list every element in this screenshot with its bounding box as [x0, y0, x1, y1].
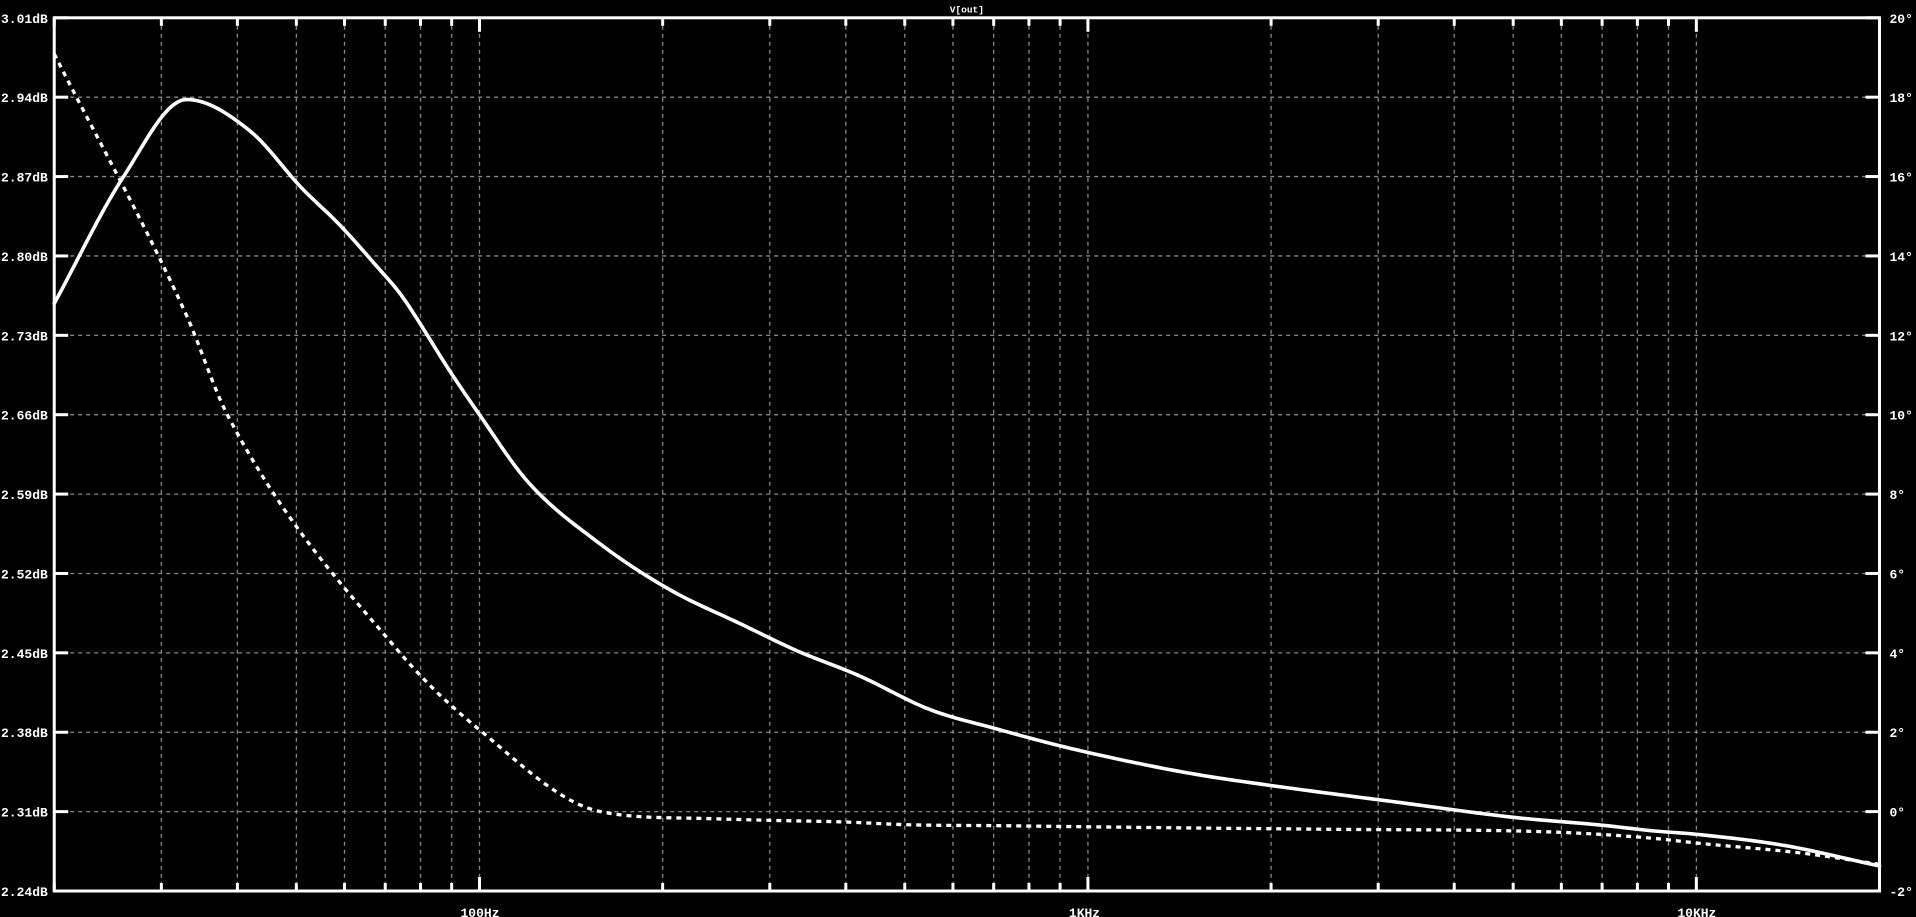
svg-text:10°: 10°	[1890, 409, 1913, 424]
svg-text:2.73dB: 2.73dB	[1, 329, 48, 344]
svg-text:12°: 12°	[1890, 329, 1913, 344]
svg-text:18°: 18°	[1890, 91, 1913, 106]
svg-text:20°: 20°	[1890, 12, 1913, 27]
svg-text:14°: 14°	[1890, 250, 1913, 265]
svg-text:1KHz: 1KHz	[1069, 906, 1100, 917]
svg-text:2.66dB: 2.66dB	[1, 409, 48, 424]
svg-text:0°: 0°	[1890, 806, 1906, 821]
svg-text:100Hz: 100Hz	[461, 906, 500, 917]
svg-text:2.59dB: 2.59dB	[1, 488, 48, 503]
svg-text:2.24dB: 2.24dB	[1, 885, 48, 900]
svg-text:2.31dB: 2.31dB	[1, 806, 48, 821]
svg-text:16°: 16°	[1890, 171, 1913, 186]
svg-text:2.38dB: 2.38dB	[1, 726, 48, 741]
svg-text:2.94dB: 2.94dB	[1, 91, 48, 106]
svg-text:2°: 2°	[1890, 726, 1906, 741]
svg-text:4°: 4°	[1890, 647, 1906, 662]
svg-text:V[out]: V[out]	[950, 5, 984, 16]
svg-text:8°: 8°	[1890, 488, 1906, 503]
svg-text:2.80dB: 2.80dB	[1, 250, 48, 265]
svg-text:2.45dB: 2.45dB	[1, 647, 48, 662]
svg-text:10KHz: 10KHz	[1677, 906, 1716, 917]
svg-text:2.52dB: 2.52dB	[1, 567, 48, 582]
svg-text:6°: 6°	[1890, 567, 1906, 582]
svg-text:2.87dB: 2.87dB	[1, 171, 48, 186]
svg-text:-2°: -2°	[1890, 885, 1913, 900]
svg-text:3.01dB: 3.01dB	[1, 12, 48, 27]
